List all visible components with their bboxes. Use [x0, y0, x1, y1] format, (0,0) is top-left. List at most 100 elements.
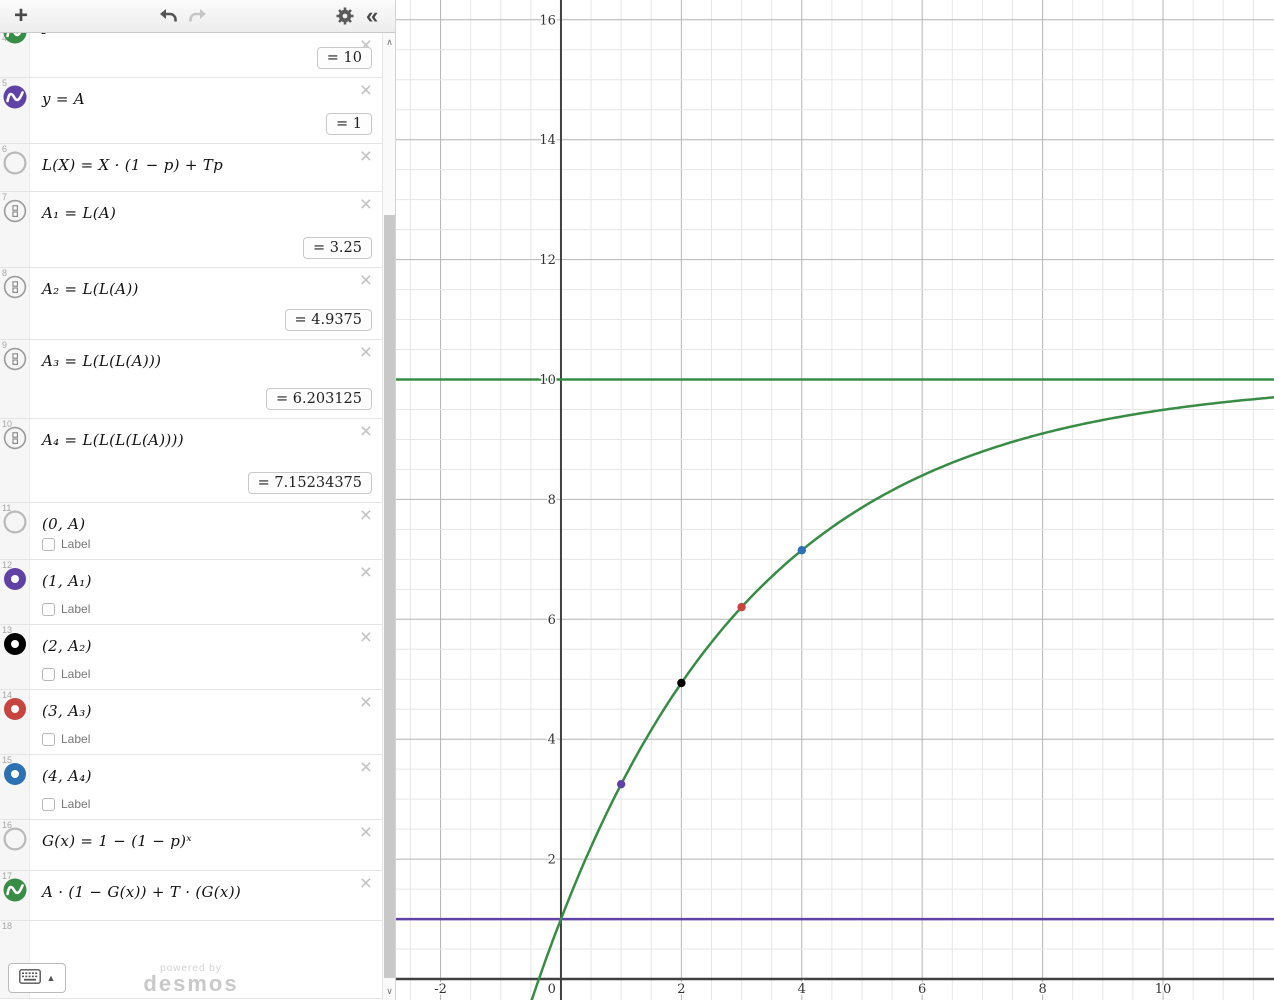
- label-checkbox[interactable]: [42, 667, 55, 681]
- close-expression-icon[interactable]: ×: [359, 821, 372, 844]
- expression-gutter[interactable]: 14: [0, 690, 30, 754]
- evaluation-icon[interactable]: [3, 347, 27, 371]
- expression-gutter[interactable]: 13: [0, 625, 30, 689]
- expression-gutter[interactable]: 17: [0, 871, 30, 920]
- plotted-point[interactable]: [677, 678, 686, 688]
- expression-gutter[interactable]: 4: [0, 33, 30, 77]
- expression-gutter[interactable]: 8: [0, 268, 30, 339]
- expression-latex[interactable]: G(x) = 1 − (1 − p)ˣ: [42, 832, 192, 850]
- close-expression-icon[interactable]: ×: [359, 341, 372, 364]
- graph-canvas[interactable]: -2 0 2 4 6 8 10 2 4 6 8 10 12 14 16: [396, 0, 1274, 1000]
- close-expression-icon[interactable]: ×: [359, 79, 372, 102]
- expression-gutter[interactable]: 15: [0, 755, 30, 819]
- label-checkbox[interactable]: [42, 537, 55, 551]
- label-checkbox-text: Label: [61, 602, 91, 616]
- expression-latex[interactable]: (4, A₄): [42, 767, 92, 785]
- hidden-expression-icon[interactable]: [3, 151, 27, 175]
- expression-number: 14: [2, 690, 13, 700]
- close-expression-icon[interactable]: ×: [359, 561, 372, 584]
- close-expression-icon[interactable]: ×: [359, 872, 372, 895]
- expression-latex[interactable]: A₄ = L(L(L(L(A)))): [42, 431, 184, 449]
- expression-row[interactable]: 13 (2, A₂) × Label: [0, 625, 382, 690]
- add-expression-button[interactable]: +: [6, 2, 36, 30]
- expression-latex[interactable]: A₃ = L(L(L(A))): [42, 352, 162, 370]
- scrollbar-up-arrow-icon[interactable]: ∧: [386, 37, 393, 47]
- expression-gutter[interactable]: 10: [0, 419, 30, 502]
- plotted-curve-icon[interactable]: [3, 33, 27, 44]
- expression-row[interactable]: 7 A₁ = L(A) × = 3.25: [0, 192, 382, 268]
- expression-latex[interactable]: A · (1 − G(x)) + T · (G(x)): [42, 883, 241, 901]
- expression-row[interactable]: 6 L(X) = X · (1 − p) + Tp ×: [0, 144, 382, 192]
- expression-gutter[interactable]: 7: [0, 192, 30, 267]
- close-expression-icon[interactable]: ×: [359, 626, 372, 649]
- expression-gutter[interactable]: 5: [0, 78, 30, 143]
- close-expression-icon[interactable]: ×: [359, 756, 372, 779]
- label-checkbox[interactable]: [42, 732, 55, 746]
- expression-row[interactable]: 16 G(x) = 1 − (1 − p)ˣ ×: [0, 820, 382, 871]
- expression-list: 4 y = T×= 105 y = A×= 16L(X) = X · (1 − …: [0, 33, 382, 1000]
- evaluation-icon[interactable]: [3, 426, 27, 450]
- expression-row[interactable]: 15 (4, A₄) × Label: [0, 755, 382, 820]
- expression-latex[interactable]: (2, A₂): [42, 637, 92, 655]
- collapse-panel-icon[interactable]: «: [366, 3, 379, 28]
- expression-row[interactable]: 9 A₃ = L(L(L(A))) × = 6.203125: [0, 340, 382, 419]
- expression-number: 7: [2, 192, 8, 202]
- label-checkbox-text: Label: [61, 797, 91, 811]
- close-expression-icon[interactable]: ×: [359, 420, 372, 443]
- expression-row[interactable]: 8 A₂ = L(L(A)) × = 4.9375: [0, 268, 382, 340]
- scrollbar-thumb[interactable]: [384, 215, 395, 978]
- expression-latex[interactable]: y = T: [42, 33, 84, 35]
- expression-latex[interactable]: (3, A₃): [42, 702, 92, 720]
- plotted-point[interactable]: [616, 779, 626, 789]
- expression-row[interactable]: 4 y = T×= 10: [0, 33, 382, 78]
- plotted-curve-icon[interactable]: [3, 85, 27, 109]
- expression-row[interactable]: 5 y = A × = 1: [0, 78, 382, 144]
- expression-latex[interactable]: A₁ = L(A): [42, 204, 117, 222]
- expression-number: 11: [2, 503, 12, 513]
- keyboard-toggle-button[interactable]: ▲: [8, 963, 66, 993]
- close-expression-icon[interactable]: ×: [359, 145, 372, 168]
- expression-latex[interactable]: L(X) = X · (1 − p) + Tp: [42, 156, 223, 174]
- undo-icon[interactable]: [156, 5, 178, 32]
- expression-row[interactable]: 17 A · (1 − G(x)) + T · (G(x)) ×: [0, 871, 382, 921]
- expression-latex[interactable]: (1, A₁): [42, 572, 92, 590]
- plotted-point[interactable]: [797, 546, 806, 555]
- expression-gutter[interactable]: 6: [0, 144, 30, 191]
- point-style-icon[interactable]: [3, 762, 27, 786]
- hidden-expression-icon[interactable]: [3, 510, 27, 534]
- expression-row[interactable]: 10 A₄ = L(L(L(L(A)))) × = 7.15234375: [0, 419, 382, 503]
- point-style-icon[interactable]: [3, 632, 27, 656]
- evaluation-icon[interactable]: [3, 275, 27, 299]
- expression-list-scrollbar[interactable]: ∧ ∨: [382, 33, 395, 1000]
- label-checkbox[interactable]: [42, 797, 55, 811]
- graph-region[interactable]: -2 0 2 4 6 8 10 2 4 6 8 10 12 14 16: [395, 0, 1274, 1000]
- expression-row[interactable]: 14 (3, A₃) × Label: [0, 690, 382, 755]
- hidden-expression-icon[interactable]: [3, 827, 27, 851]
- plotted-curve-icon[interactable]: [3, 878, 27, 902]
- expression-gutter[interactable]: 11: [0, 503, 30, 559]
- evaluation-icon[interactable]: [3, 199, 27, 223]
- close-expression-icon[interactable]: ×: [359, 269, 372, 292]
- close-expression-icon[interactable]: ×: [359, 691, 372, 714]
- expression-latex[interactable]: (0, A): [42, 515, 86, 533]
- expression-value: = 7.15234375: [247, 472, 372, 494]
- expression-latex[interactable]: y = A: [42, 90, 85, 108]
- point-style-icon[interactable]: [3, 567, 27, 591]
- point-style-icon[interactable]: [3, 697, 27, 721]
- close-expression-icon[interactable]: ×: [359, 504, 372, 527]
- expression-number: 6: [2, 144, 8, 154]
- expression-row[interactable]: 11 (0, A) × Label: [0, 503, 382, 560]
- plotted-point[interactable]: [737, 602, 746, 612]
- expression-row[interactable]: 12 (1, A₁) × Label: [0, 560, 382, 625]
- redo-icon[interactable]: [188, 5, 210, 32]
- settings-gear-icon[interactable]: [334, 5, 356, 32]
- function-curve[interactable]: [513, 396, 1274, 1000]
- expression-gutter[interactable]: 9: [0, 340, 30, 418]
- expression-latex[interactable]: A₂ = L(L(A)): [42, 280, 139, 298]
- expression-gutter[interactable]: 16: [0, 820, 30, 870]
- label-checkbox[interactable]: [42, 602, 55, 616]
- scrollbar-down-arrow-icon[interactable]: ∨: [386, 986, 393, 996]
- close-expression-icon[interactable]: ×: [359, 193, 372, 216]
- expression-gutter[interactable]: 12: [0, 560, 30, 624]
- label-checkbox-text: Label: [61, 667, 91, 681]
